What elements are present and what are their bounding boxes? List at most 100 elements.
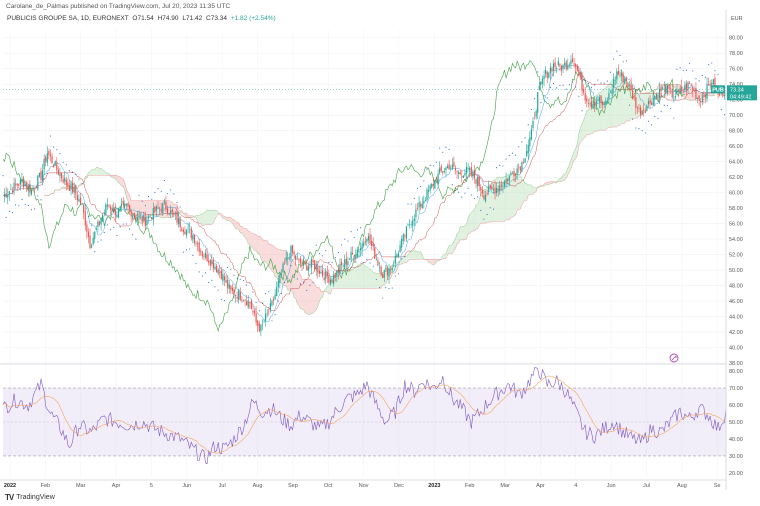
candle-body bbox=[670, 87, 672, 89]
cloud-segment bbox=[264, 239, 266, 263]
candle-body bbox=[125, 203, 128, 206]
cloud-segment bbox=[534, 187, 537, 193]
candle-body bbox=[625, 78, 627, 82]
sar-dot bbox=[274, 314, 276, 316]
sar-dot bbox=[344, 238, 346, 240]
candle-body bbox=[290, 245, 292, 259]
cloud-segment bbox=[582, 120, 584, 141]
cloud-segment bbox=[257, 236, 260, 254]
cloud-segment bbox=[659, 84, 662, 89]
candle-body bbox=[554, 62, 556, 67]
candle-body bbox=[189, 228, 191, 230]
candle-body bbox=[380, 266, 382, 276]
sar-dot bbox=[2, 175, 4, 177]
cloud-segment bbox=[248, 230, 250, 245]
price-tick-label: 44.00 bbox=[729, 315, 743, 321]
sar-dot bbox=[556, 87, 558, 89]
rsi-tick-label: 60.00 bbox=[729, 403, 743, 409]
candle-body bbox=[408, 224, 411, 226]
candle-body bbox=[204, 252, 207, 258]
candle-body bbox=[89, 235, 91, 249]
candle-body bbox=[258, 323, 260, 331]
cloud-segment bbox=[621, 70, 624, 124]
candle-body bbox=[49, 154, 52, 157]
cloud-segment bbox=[409, 251, 412, 260]
candle-body bbox=[483, 195, 485, 200]
cloud-segment bbox=[265, 240, 268, 264]
sar-dot bbox=[119, 226, 121, 228]
candle-body bbox=[405, 226, 408, 239]
candle-body bbox=[109, 206, 112, 210]
cloud-segment bbox=[101, 168, 103, 176]
candle-body bbox=[576, 65, 578, 72]
tradingview-footer[interactable]: TV TradingView bbox=[5, 493, 55, 502]
sar-dot bbox=[277, 300, 279, 302]
candle-body bbox=[654, 96, 656, 100]
sar-dot bbox=[356, 229, 358, 231]
candle-body bbox=[522, 162, 525, 163]
senkou-span-b bbox=[43, 83, 715, 295]
cloud-segment bbox=[97, 167, 100, 176]
candle-body bbox=[364, 241, 366, 243]
symbol-title: PUBLICIS GROUPE SA, 1D, EURONEXT bbox=[7, 15, 129, 22]
sar-dot bbox=[227, 266, 229, 268]
sar-dot bbox=[94, 251, 96, 253]
cloud-segment bbox=[376, 273, 378, 289]
candle-body bbox=[162, 203, 164, 214]
sar-dot bbox=[24, 203, 26, 205]
cloud-segment bbox=[134, 200, 136, 216]
candle-body bbox=[280, 273, 283, 276]
sar-dot bbox=[37, 195, 39, 197]
candle-body bbox=[649, 100, 651, 104]
candle-body bbox=[75, 184, 77, 195]
ticker-tag-label: PUB bbox=[712, 87, 724, 93]
sar-dot bbox=[394, 275, 396, 277]
candle-body bbox=[575, 63, 577, 67]
candle-body bbox=[573, 63, 575, 65]
candle-body bbox=[446, 166, 449, 169]
sar-dot bbox=[454, 189, 457, 192]
sar-dot bbox=[56, 149, 58, 151]
candle-body bbox=[181, 229, 183, 231]
price-tick-label: 56.00 bbox=[729, 222, 743, 228]
sar-dot bbox=[701, 74, 703, 77]
candle-body bbox=[394, 255, 396, 264]
candle-body bbox=[239, 291, 241, 300]
cloud-segment bbox=[327, 284, 329, 294]
sar-dot bbox=[217, 289, 219, 291]
cloud-segment bbox=[547, 181, 549, 185]
sar-dot bbox=[575, 86, 577, 88]
candle-body bbox=[393, 265, 395, 267]
candle-body bbox=[53, 165, 55, 168]
cloud-segment bbox=[464, 223, 467, 240]
candle-body bbox=[666, 85, 669, 94]
candle-body bbox=[486, 193, 488, 195]
cloud-segment bbox=[290, 257, 293, 293]
candle-body bbox=[657, 94, 659, 99]
candle-body bbox=[15, 183, 17, 185]
sar-dot bbox=[695, 78, 697, 80]
candle-body bbox=[502, 186, 504, 188]
candle-body bbox=[178, 218, 180, 225]
price-tick-label: 60.00 bbox=[729, 191, 743, 197]
candle-body bbox=[179, 218, 181, 228]
cloud-segment bbox=[488, 184, 491, 223]
cloud-segment bbox=[93, 169, 95, 176]
candle-body bbox=[282, 263, 284, 273]
candle-body bbox=[527, 144, 529, 154]
cloud-segment bbox=[306, 279, 309, 315]
price-tick-label: 52.00 bbox=[729, 253, 743, 259]
candle-body bbox=[38, 172, 40, 177]
sar-dot bbox=[284, 281, 286, 284]
candle-body bbox=[652, 97, 654, 106]
cloud-segment bbox=[476, 203, 478, 230]
cloud-segment bbox=[123, 178, 125, 191]
candle-body bbox=[190, 229, 192, 238]
time-tick-label: Mar bbox=[500, 483, 510, 489]
candle-body bbox=[32, 187, 34, 189]
sar-dot bbox=[584, 79, 586, 81]
candle-body bbox=[84, 211, 86, 226]
candle-body bbox=[548, 72, 550, 78]
cloud-segment bbox=[433, 259, 435, 265]
